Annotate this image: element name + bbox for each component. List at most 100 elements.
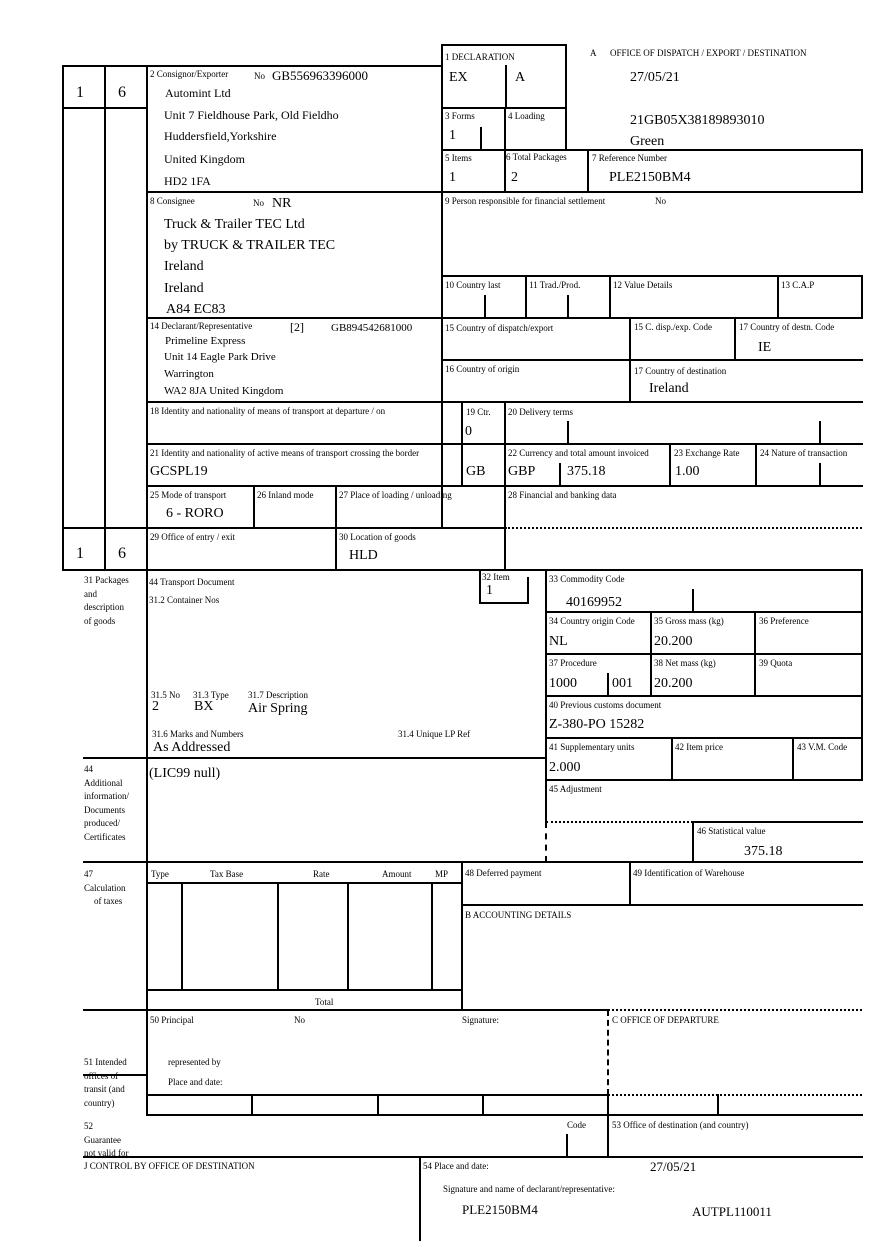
side-label-line: Additional [84, 777, 123, 788]
form-rule [559, 463, 561, 487]
form-rule [607, 1094, 609, 1158]
box40-label: 40 Previous customs document [549, 700, 662, 710]
commodity-code: 40169952 [566, 595, 622, 610]
box48-label: 48 Deferred payment [465, 868, 542, 878]
control-office-label: J CONTROL BY OFFICE OF DESTINATION [84, 1161, 255, 1171]
container-indicator: 0 [465, 424, 472, 439]
form-rule [146, 191, 863, 193]
declarant-signature-label: Signature and name of declarant/represen… [443, 1184, 615, 1194]
form-rule [62, 65, 443, 67]
reference-number: PLE2150BM4 [609, 170, 691, 185]
represented-by-label: represented by [168, 1057, 221, 1067]
box31-side-label: 31 Packages and description of goods [84, 574, 144, 628]
form-rule [146, 485, 863, 487]
destination-country: Ireland [649, 381, 689, 396]
form-rule [792, 737, 794, 781]
side-label-line: offices of [84, 1070, 119, 1081]
declarant-no: GB894542681000 [331, 322, 413, 334]
forms-value: 1 [449, 128, 456, 143]
side-label-line: and [84, 588, 97, 599]
copy-number: 6 [118, 84, 126, 101]
transport-document-label: 44 Transport Document [149, 577, 235, 587]
office-title: OFFICE OF DISPATCH / EXPORT / DESTINATIO… [610, 48, 807, 58]
side-label-line: produced/ [84, 818, 120, 828]
consignor-no: GB556963396000 [272, 68, 369, 83]
accounting-details-label: B ACCOUNTING DETAILS [465, 910, 572, 920]
form-rule [377, 1094, 379, 1116]
consignor-line: United Kingdom [164, 152, 245, 166]
form-rule [609, 275, 611, 319]
form-rule [587, 149, 589, 193]
box52-side-label: 52 Guarantee not valid for [84, 1120, 144, 1161]
box41-label: 41 Supplementary units [549, 742, 635, 752]
form-rule [734, 317, 736, 361]
exchange-rate: 1.00 [675, 464, 700, 479]
tax-header-type: Type [151, 869, 169, 879]
box2-label: 2 Consignor/Exporter [150, 69, 229, 79]
form-rule [608, 1009, 862, 1011]
form-rule [505, 65, 507, 109]
route: Green [630, 134, 665, 149]
declarant-line: Warrington [164, 368, 214, 380]
side-label-line: country) [84, 1097, 115, 1108]
box29-label: 29 Office of entry / exit [150, 532, 236, 542]
box1-label: 1 DECLARATION [445, 52, 515, 62]
box15-label: 15 Country of dispatch/export [445, 323, 554, 333]
side-label-line: not valid for [84, 1148, 129, 1158]
copy-number: 6 [118, 545, 126, 562]
side-label-line: 47 [84, 869, 93, 879]
office-letter: A [590, 48, 597, 58]
previous-document: Z-380-PO 15282 [549, 717, 645, 732]
box4-label: 4 Loading [508, 111, 545, 121]
form-rule [692, 821, 694, 863]
form-rule [505, 527, 862, 529]
office-date: 27/05/21 [630, 70, 680, 85]
box17a-label: 17 Country of destn. Code [739, 322, 835, 332]
box14-label: 14 Declarant/Representative [150, 321, 253, 331]
form-rule [819, 463, 821, 487]
form-rule [545, 779, 863, 781]
form-rule [253, 485, 255, 529]
mrn: 21GB05X38189893010 [630, 113, 765, 128]
form-rule [819, 421, 821, 445]
box15a-label: 15 C. disp./exp. Code [634, 322, 712, 332]
form-rule [479, 602, 529, 604]
side-label-line: Guarantee [84, 1134, 121, 1145]
box19-label: 19 Ctr. [466, 407, 491, 417]
form-rule [461, 861, 463, 1011]
transport-mode: 6 - RORO [166, 506, 224, 521]
box43-label: 43 V.M. Code [797, 742, 848, 752]
form-rule [104, 65, 106, 571]
consignor-line: Automint Ltd [165, 86, 231, 100]
side-label-line: of taxes [94, 896, 123, 906]
tax-header-amount: Amount [382, 869, 412, 879]
form-rule [431, 882, 433, 991]
form-rule [566, 1134, 568, 1158]
box22-label: 22 Currency and total amount invoiced [508, 448, 649, 458]
tax-header-rate: Rate [313, 869, 330, 879]
form-rule [441, 44, 443, 529]
declarant-line: Unit 14 Eagle Park Drive [164, 351, 276, 363]
container-nos-label: 31.2 Container Nos [149, 595, 220, 605]
office-of-departure-label: C OFFICE OF DEPARTURE [612, 1015, 719, 1025]
form-rule [777, 275, 779, 319]
form-rule [83, 861, 863, 863]
box33-label: 33 Commodity Code [549, 574, 625, 584]
form-rule [146, 989, 463, 991]
form-rule [461, 904, 863, 906]
box30-label: 30 Location of goods [339, 532, 416, 542]
form-rule [181, 882, 183, 991]
box44-side-label: 44 Additional information/ Documents pro… [84, 763, 144, 844]
procedure-sub: 001 [612, 676, 633, 691]
place-date-label: Place and date: [168, 1077, 223, 1087]
box52-code-label: Code [567, 1120, 586, 1130]
goods-location: HLD [349, 548, 378, 563]
form-rule [146, 65, 148, 1116]
box9-no-label: No [655, 196, 666, 206]
side-label-line: 51 Intended [84, 1057, 127, 1067]
box18-label: 18 Identity and nationality of means of … [150, 406, 386, 416]
declarant-line: WA2 8JA United Kingdom [164, 385, 284, 397]
form-rule [347, 882, 349, 991]
box9-label: 9 Person responsible for financial settl… [445, 196, 606, 206]
box34-label: 34 Country origin Code [549, 616, 635, 626]
